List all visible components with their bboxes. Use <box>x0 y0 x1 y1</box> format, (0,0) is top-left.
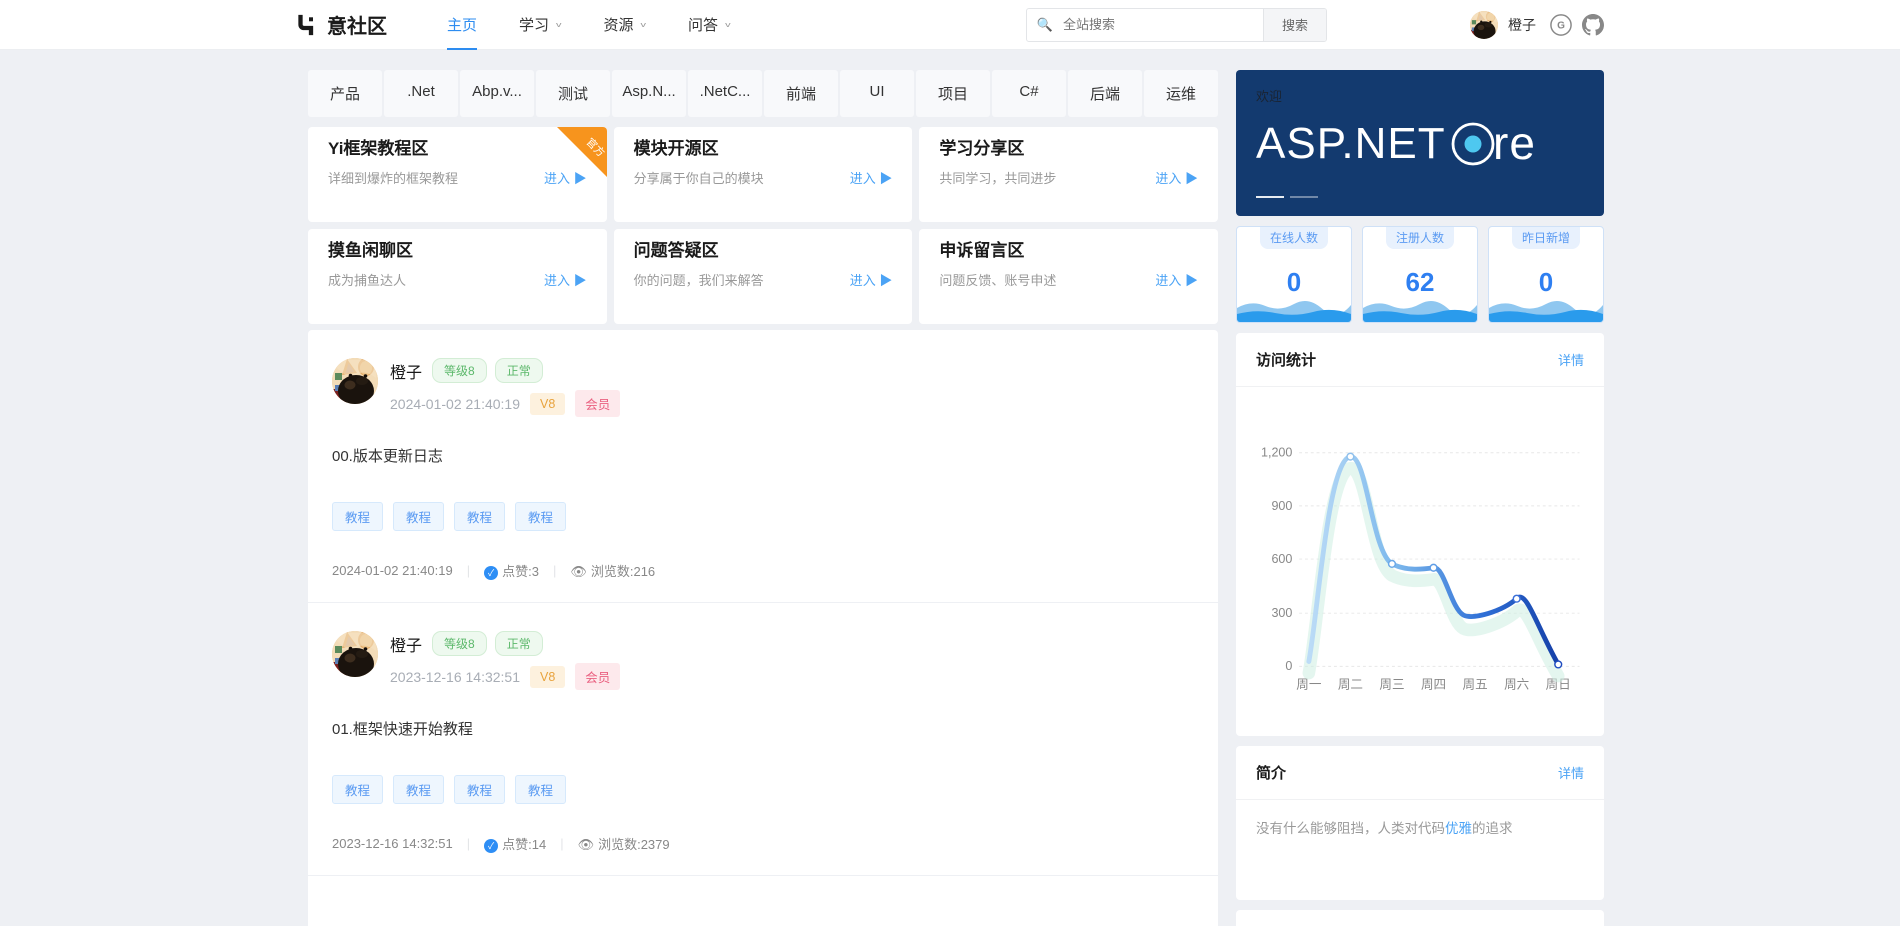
svg-text:周三: 周三 <box>1379 678 1404 692</box>
svg-text:0: 0 <box>1285 659 1292 673</box>
svg-text:900: 900 <box>1271 499 1292 513</box>
svg-text:600: 600 <box>1271 552 1292 566</box>
svg-text:300: 300 <box>1271 606 1292 620</box>
svg-text:周五: 周五 <box>1463 678 1488 692</box>
svg-text:re: re <box>1493 119 1536 169</box>
svg-text:周一: 周一 <box>1296 678 1322 692</box>
svg-text:周二: 周二 <box>1338 678 1363 692</box>
svg-text:周四: 周四 <box>1421 678 1446 692</box>
svg-text:1,200: 1,200 <box>1261 446 1292 460</box>
svg-text:G: G <box>1557 20 1565 31</box>
svg-text:周六: 周六 <box>1504 678 1529 692</box>
